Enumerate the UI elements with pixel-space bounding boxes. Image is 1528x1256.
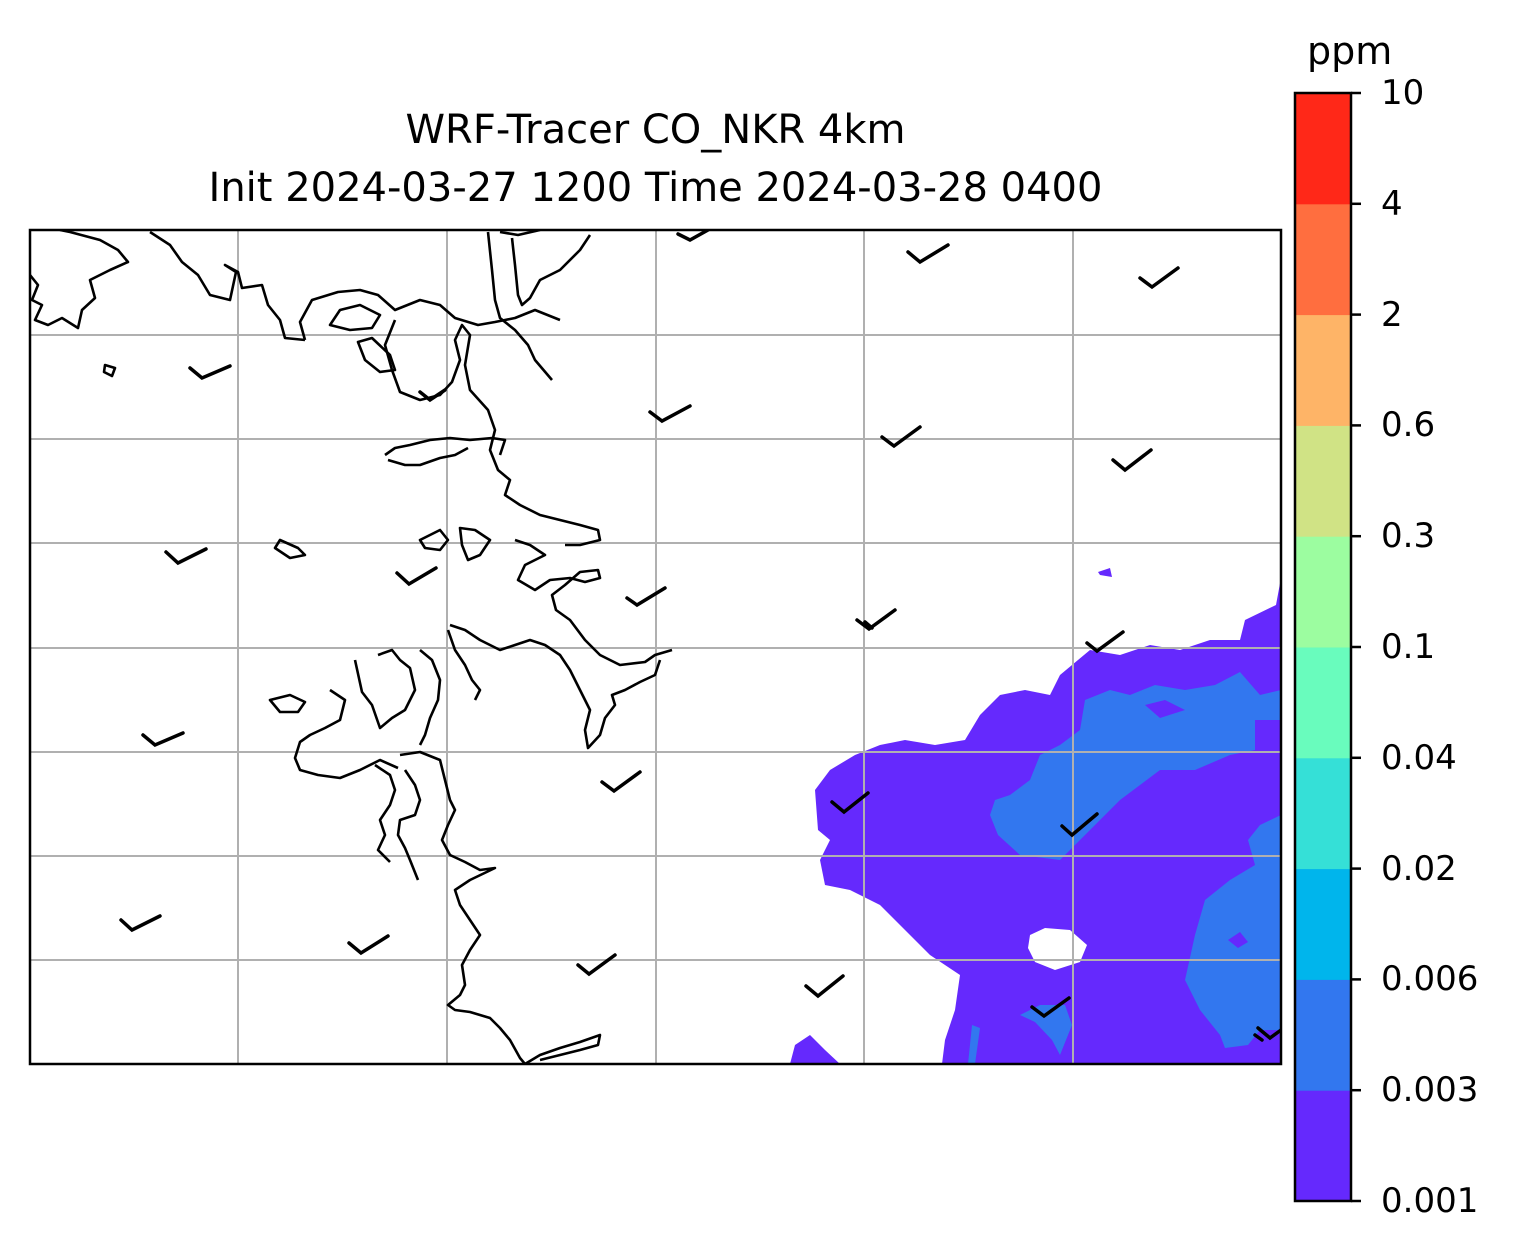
map-title-line1: WRF-Tracer CO_NKR 4km — [405, 107, 906, 153]
wind-barb — [1030, 996, 1071, 1019]
wind-barb — [906, 243, 950, 265]
wind-barb — [625, 586, 667, 608]
colorbar-tick-label: 0.006 — [1381, 959, 1479, 1000]
wind-barb — [418, 388, 447, 403]
colorbar-segment — [1295, 425, 1351, 537]
wind-barb — [164, 547, 208, 566]
wind-barb — [855, 608, 897, 632]
wind-barb — [1060, 812, 1099, 838]
wind-barb — [188, 364, 232, 381]
colorbar-tick-label: 10 — [1381, 73, 1425, 113]
wind-barb — [1085, 630, 1125, 654]
colorbar-tick-label: 2 — [1381, 294, 1403, 335]
wind-barb — [141, 731, 185, 748]
wind-barb — [600, 770, 642, 794]
wind-barbs — [119, 230, 1281, 1042]
colorbar-segment — [1295, 868, 1351, 980]
wind-barb — [1256, 1026, 1281, 1041]
wind-barb — [119, 914, 162, 933]
colorbar-tick-label: 0.3 — [1381, 516, 1436, 557]
wind-barb — [676, 230, 710, 242]
colorbar-tick-label: 0.1 — [1381, 627, 1436, 667]
wind-barb — [830, 791, 870, 815]
tracer-level-0.003 — [968, 672, 1281, 1064]
colorbar-tick-label: 0.003 — [1381, 1070, 1479, 1111]
colorbar-tick-label: 0.04 — [1381, 737, 1457, 778]
colorbar-segment — [1295, 203, 1351, 316]
colorbar-segment — [1295, 93, 1351, 205]
map-gridlines — [30, 230, 1281, 1064]
wind-barb — [395, 566, 438, 587]
map-frame — [28, 228, 1283, 1066]
wind-barb — [863, 620, 874, 630]
wind-barb — [648, 404, 692, 424]
wind-barb — [804, 974, 845, 999]
colorbar-unit-label: ppm — [1307, 29, 1393, 73]
colorbar-tick-marks — [1351, 91, 1361, 1203]
colorbar-tick-label: 0.001 — [1381, 1181, 1479, 1221]
wind-barb — [1138, 266, 1180, 290]
colorbar-segment — [1295, 979, 1351, 1091]
colorbar-tick-label: 0.02 — [1381, 848, 1457, 889]
colorbar-tick-label: 0.6 — [1381, 405, 1436, 446]
colorbar-segment — [1295, 536, 1351, 648]
colorbar-segment — [1295, 757, 1351, 870]
colorbar-segment — [1295, 314, 1351, 426]
wind-barb — [1111, 448, 1153, 473]
wind-barb — [576, 953, 617, 977]
colorbar-tick-label: 4 — [1381, 183, 1403, 224]
wind-barb — [1253, 1033, 1264, 1042]
colorbar — [1295, 93, 1351, 1202]
colorbar-segment — [1295, 647, 1351, 759]
wind-barb — [880, 425, 922, 449]
wind-barb — [347, 934, 390, 956]
map-title-line2: Init 2024-03-27 1200 Time 2024-03-28 040… — [208, 165, 1103, 211]
map-area — [30, 230, 1281, 1064]
colorbar-segment — [1295, 1090, 1351, 1202]
